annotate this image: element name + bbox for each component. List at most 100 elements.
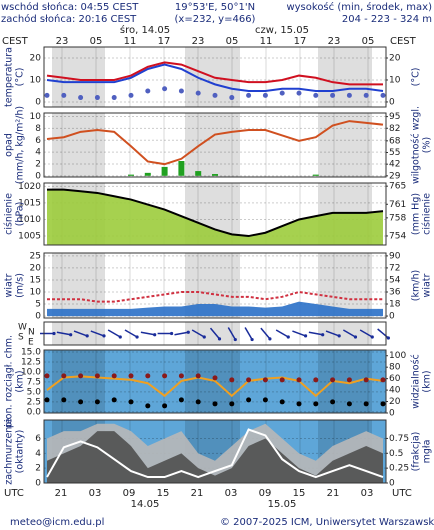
series-dot <box>296 377 302 383</box>
y-axis-label: (m/s) <box>15 273 26 298</box>
wind-arrow <box>191 329 205 338</box>
y-axis-label: (°C) <box>15 68 26 87</box>
y-tick-label: 0 <box>35 97 41 107</box>
hour-top: 11 <box>124 36 137 47</box>
y2-tick-label: 90 <box>389 251 401 261</box>
compass-label: N <box>28 328 35 338</box>
wind-arrow-head <box>69 333 73 337</box>
wind-arrow <box>107 329 121 338</box>
y-tick-label: 10.0 <box>21 367 41 377</box>
series-dot <box>229 95 235 101</box>
wind-arrow <box>124 329 138 338</box>
y2-tick-label: 0.75 <box>389 434 409 444</box>
series-dot <box>162 373 168 379</box>
y-tick-label: 12.5 <box>21 357 41 367</box>
y2-tick-label: 29 <box>389 171 401 181</box>
y-tick-label: 5 <box>35 300 41 310</box>
y2-tick-label: 36 <box>389 287 401 297</box>
y-tick-label: 15 <box>30 275 41 285</box>
series-dot <box>111 373 117 379</box>
day-top: śro, 14.05 <box>120 24 170 36</box>
y2-tick-label: 54 <box>389 275 401 285</box>
altitude-label: wysokość (min, środek, max) <box>286 1 432 13</box>
y-tick-label: 0 <box>35 312 41 322</box>
email: meteo@icm.edu.pl <box>10 517 104 528</box>
wind-arrow-head <box>153 333 157 337</box>
zone-top-right: CEST <box>390 36 417 47</box>
y2-tick-label: 20 <box>389 53 401 63</box>
series-dot <box>363 401 369 407</box>
y-tick-label: 15.0 <box>21 347 41 357</box>
wind-arrow <box>174 331 189 336</box>
series-area <box>47 301 383 317</box>
series-line <box>46 61 383 86</box>
y2-tick-label: 754 <box>389 231 406 241</box>
series-bar <box>144 172 151 176</box>
series-dot <box>313 377 319 383</box>
y2-tick-label: 18 <box>389 300 401 310</box>
series-dot <box>44 397 50 403</box>
panel-border <box>43 349 387 414</box>
wind-arrow <box>359 329 373 338</box>
wind-arrow <box>56 331 71 336</box>
y2-tick-label: 20 <box>389 397 401 407</box>
hour-top: 17 <box>294 36 307 47</box>
series-dot <box>246 377 252 383</box>
coords: 19°53'E, 50°1'N <box>175 2 255 13</box>
hour-top: 23 <box>192 36 205 47</box>
hour-bottom: 21 <box>191 488 204 499</box>
series-dot <box>380 92 386 98</box>
series-line <box>46 120 384 166</box>
y-tick-label: 4 <box>35 449 41 459</box>
wind-arrow-head <box>217 337 222 341</box>
y-tick-label: 0.0 <box>27 407 42 417</box>
series-dot <box>363 377 369 383</box>
zone-bottom-left: UTC <box>4 488 24 499</box>
series-dot <box>145 403 151 409</box>
y-tick-label: 6 <box>35 434 41 444</box>
y2-tick-label: 60 <box>389 374 401 384</box>
series-dot <box>246 397 252 403</box>
wind-arrow-head <box>135 335 139 339</box>
y-axis-label: (hPa) <box>15 202 26 227</box>
series-dot <box>380 377 386 383</box>
y-tick-label: 4 <box>35 148 41 158</box>
y-axis-label: ciśnienie <box>4 193 15 235</box>
series-dot <box>212 375 218 381</box>
series-dot <box>178 397 184 403</box>
series-dot <box>111 397 117 403</box>
y-axis-label: pion. rozciągł. chm. <box>4 335 15 428</box>
night-band <box>52 253 105 318</box>
y2-tick-label: 80 <box>389 363 401 373</box>
hour-bottom: 15 <box>293 488 306 499</box>
y2-tick-label: 100 <box>389 351 406 361</box>
night-band <box>185 113 240 177</box>
night-band <box>318 322 372 345</box>
series-dot <box>44 92 50 98</box>
series-dot <box>178 373 184 379</box>
series-line <box>47 188 384 238</box>
wind-arrow <box>377 328 389 339</box>
y2-tick-label: 95 <box>389 112 400 122</box>
wind-arrow <box>90 330 105 337</box>
series-dot <box>262 377 268 383</box>
series-dot <box>229 377 235 383</box>
series-dot <box>61 397 67 403</box>
series-dot <box>296 401 302 407</box>
y-tick-label: 7.5 <box>27 377 41 387</box>
wind-arrow-head <box>170 331 174 336</box>
hour-bottom: 09 <box>123 488 136 499</box>
y-tick-label: 20 <box>30 53 42 63</box>
series-dot <box>44 373 50 379</box>
series-dot <box>212 92 218 98</box>
wind-arrow <box>260 327 271 340</box>
y-tick-label: 10 <box>30 75 42 85</box>
y-tick-label: 1020 <box>18 182 41 192</box>
y2-tick-label: 68 <box>389 136 401 146</box>
series-dot <box>145 88 151 94</box>
panel-border <box>43 252 387 319</box>
hour-top: 05 <box>362 36 375 47</box>
hour-bottom: 03 <box>89 488 102 499</box>
night-band <box>185 322 240 345</box>
